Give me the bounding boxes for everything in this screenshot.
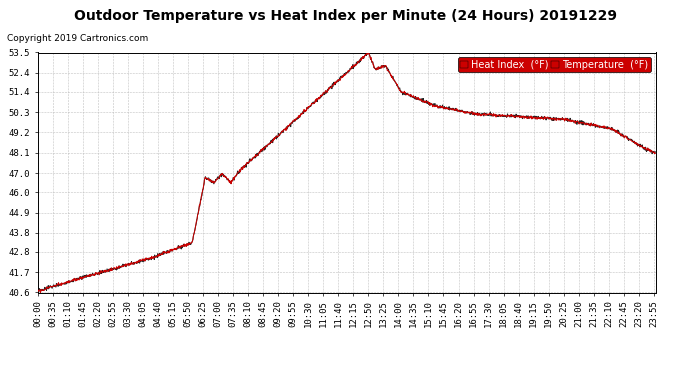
Text: Outdoor Temperature vs Heat Index per Minute (24 Hours) 20191229: Outdoor Temperature vs Heat Index per Mi…: [74, 9, 616, 23]
Text: Copyright 2019 Cartronics.com: Copyright 2019 Cartronics.com: [7, 34, 148, 43]
Legend: Heat Index  (°F), Temperature  (°F): Heat Index (°F), Temperature (°F): [458, 57, 651, 72]
